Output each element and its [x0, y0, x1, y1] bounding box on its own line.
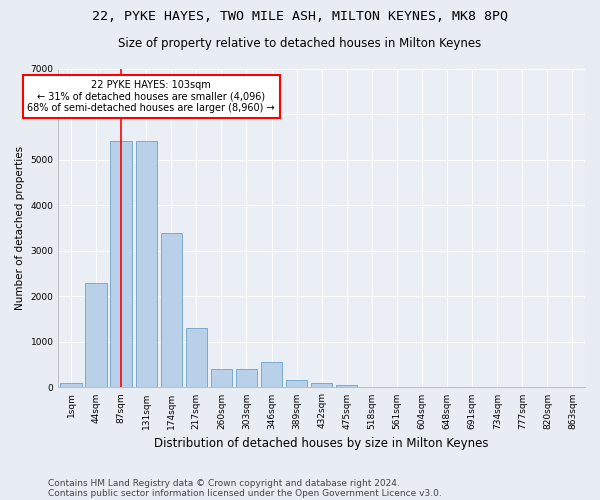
Bar [85, 282, 107, 388]
Bar [185, 328, 207, 388]
Text: Contains HM Land Registry data © Crown copyright and database right 2024.: Contains HM Land Registry data © Crown c… [48, 478, 400, 488]
Bar [161, 232, 182, 388]
Bar [136, 142, 157, 388]
Bar [311, 383, 332, 388]
Bar [110, 142, 132, 388]
Bar [261, 362, 282, 388]
X-axis label: Distribution of detached houses by size in Milton Keynes: Distribution of detached houses by size … [154, 437, 489, 450]
Bar [286, 380, 307, 388]
Text: Size of property relative to detached houses in Milton Keynes: Size of property relative to detached ho… [118, 38, 482, 51]
Text: 22, PYKE HAYES, TWO MILE ASH, MILTON KEYNES, MK8 8PQ: 22, PYKE HAYES, TWO MILE ASH, MILTON KEY… [92, 10, 508, 23]
Bar [336, 384, 358, 388]
Bar [236, 369, 257, 388]
Text: 22 PYKE HAYES: 103sqm
← 31% of detached houses are smaller (4,096)
68% of semi-d: 22 PYKE HAYES: 103sqm ← 31% of detached … [28, 80, 275, 113]
Bar [60, 383, 82, 388]
Y-axis label: Number of detached properties: Number of detached properties [15, 146, 25, 310]
Bar [211, 369, 232, 388]
Text: Contains public sector information licensed under the Open Government Licence v3: Contains public sector information licen… [48, 488, 442, 498]
